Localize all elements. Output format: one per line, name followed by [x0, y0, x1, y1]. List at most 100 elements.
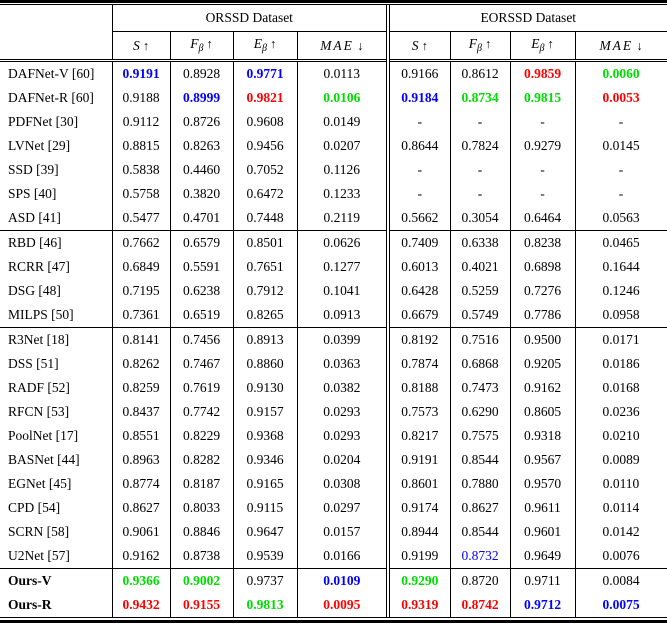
- value-cell: 0.9813: [232, 593, 297, 617]
- value-cell: 0.0293: [296, 424, 388, 448]
- value-cell: 0.7473: [449, 376, 510, 400]
- method-name: DAFNet-R [60]: [8, 90, 94, 106]
- table-row: SCRN [58] 0.9061 0.8846 0.9647 0.0157 0.8944 0…: [0, 520, 667, 544]
- value-cell: 0.9570: [509, 472, 575, 496]
- method-name: DSS [51]: [8, 356, 59, 372]
- value-cell: 0.8217: [386, 424, 450, 448]
- value-cell: 0.9432: [111, 593, 170, 617]
- value-cell: -: [449, 110, 510, 134]
- value-cell: 0.8774: [111, 472, 170, 496]
- metric-header-row: S ↑ Fβ ↑ Eβ ↑ MAE ↓ S ↑ Fβ ↑ Eβ ↑ MAE ↓: [0, 31, 667, 62]
- value-cell: 0.9366: [111, 568, 170, 593]
- value-cell: 0.1126: [296, 158, 388, 182]
- table-row: ASD [41] 0.5477 0.4701 0.7448 0.2119 0.5662 0.…: [0, 206, 667, 231]
- value-cell: 0.0382: [296, 376, 388, 400]
- method-name: ASD [41]: [0, 206, 112, 231]
- table-row: R3Net [18] 0.8141 0.7456 0.8913 0.0399 0.8192…: [0, 327, 667, 352]
- value-cell: 0.3054: [449, 206, 510, 231]
- value-cell: 0.9174: [386, 496, 450, 520]
- value-cell: 0.8033: [169, 496, 233, 520]
- value-cell: 0.0363: [296, 352, 388, 376]
- value-cell: 0.0114: [574, 496, 667, 520]
- value-cell: 0.9112: [111, 110, 170, 134]
- method-name: CPD [54]: [8, 500, 61, 516]
- value-cell: 0.7575: [449, 424, 510, 448]
- table-row: RFCN [53] 0.8437 0.7742 0.9157 0.0293 0.7573 0…: [0, 400, 667, 424]
- value-cell: 0.0157: [296, 520, 388, 544]
- value-cell: 0.0399: [296, 327, 388, 352]
- value-cell: 0.0145: [574, 134, 667, 158]
- value-cell: 0.9456: [232, 134, 297, 158]
- value-cell: 0.0095: [296, 593, 388, 617]
- value-cell: 0.7786: [509, 303, 575, 328]
- value-cell: 0.7409: [386, 230, 450, 255]
- value-cell: 0.9130: [232, 376, 297, 400]
- method-name: EGNet [45]: [8, 476, 72, 492]
- metric-header: Fβ ↑: [169, 31, 233, 62]
- value-cell: 0.0626: [296, 230, 388, 255]
- method-name: DSG [48]: [8, 283, 61, 299]
- value-cell: 0.9279: [509, 134, 575, 158]
- value-cell: 0.0913: [296, 303, 388, 328]
- value-cell: 0.8544: [449, 520, 510, 544]
- value-cell: 0.9611: [509, 496, 575, 520]
- value-cell: 0.8551: [111, 424, 170, 448]
- value-cell: 0.1246: [574, 279, 667, 303]
- value-cell: 0.7467: [169, 352, 233, 376]
- value-cell: 0.2119: [296, 206, 388, 231]
- value-cell: 0.7662: [111, 230, 170, 255]
- value-cell: 0.8282: [169, 448, 233, 472]
- method-name: Ours-R: [8, 597, 52, 613]
- table-row: Ours-R 0.9432 0.9155 0.9813 0.0095 0.9319 0.87…: [0, 593, 667, 617]
- value-cell: 0.0563: [574, 206, 667, 231]
- value-cell: 0.9191: [386, 448, 450, 472]
- value-cell: 0.8732: [449, 544, 510, 569]
- value-cell: 0.8544: [449, 448, 510, 472]
- value-cell: 0.8738: [169, 544, 233, 569]
- value-cell: 0.0204: [296, 448, 388, 472]
- value-cell: 0.6679: [386, 303, 450, 328]
- method-name: SPS [40]: [8, 186, 57, 202]
- value-cell: -: [574, 158, 667, 182]
- corner-cell: [0, 31, 112, 62]
- value-cell: 0.7742: [169, 400, 233, 424]
- value-cell: 0.0186: [574, 352, 667, 376]
- value-cell: 0.1233: [296, 182, 388, 206]
- value-cell: 0.0293: [296, 400, 388, 424]
- value-cell: 0.8501: [232, 230, 297, 255]
- table-row: DSG [48] 0.7195 0.6238 0.7912 0.1041 0.6428 0.…: [0, 279, 667, 303]
- value-cell: 0.7912: [232, 279, 297, 303]
- value-cell: -: [509, 182, 575, 206]
- method-name: PDFNet [30]: [8, 114, 79, 130]
- value-cell: 0.9166: [386, 60, 450, 86]
- value-cell: 0.8259: [111, 376, 170, 400]
- table-row: BASNet [44] 0.8963 0.8282 0.9346 0.0204 0.919…: [0, 448, 667, 472]
- value-cell: 0.7619: [169, 376, 233, 400]
- value-cell: 0.9821: [232, 86, 297, 110]
- value-cell: -: [386, 110, 450, 134]
- value-cell: 0.9318: [509, 424, 575, 448]
- value-cell: 0.6013: [386, 255, 450, 279]
- value-cell: 0.0060: [574, 60, 667, 86]
- table-row: DAFNet-V [60] 0.9191 0.8928 0.9771 0.0113 0.9…: [0, 60, 667, 86]
- value-cell: 0.8262: [111, 352, 170, 376]
- value-cell: 0.6849: [111, 255, 170, 279]
- method-name: LVNet [29]: [8, 138, 71, 154]
- value-cell: 0.7456: [169, 327, 233, 352]
- value-cell: 0.9184: [386, 86, 450, 110]
- value-cell: 0.8644: [386, 134, 450, 158]
- metric-header: MAE ↓: [574, 31, 667, 62]
- metric-header: Eβ ↑: [509, 31, 575, 62]
- value-cell: 0.8627: [449, 496, 510, 520]
- value-cell: -: [386, 182, 450, 206]
- value-cell: 0.9205: [509, 352, 575, 376]
- metric-header: Eβ ↑: [232, 31, 297, 62]
- value-cell: 0.7824: [449, 134, 510, 158]
- value-cell: 0.9815: [509, 86, 575, 110]
- value-cell: 0.9162: [111, 544, 170, 569]
- value-cell: 0.6519: [169, 303, 233, 328]
- value-cell: 0.9319: [386, 593, 450, 617]
- value-cell: 0.9165: [232, 472, 297, 496]
- value-cell: 0.0149: [296, 110, 388, 134]
